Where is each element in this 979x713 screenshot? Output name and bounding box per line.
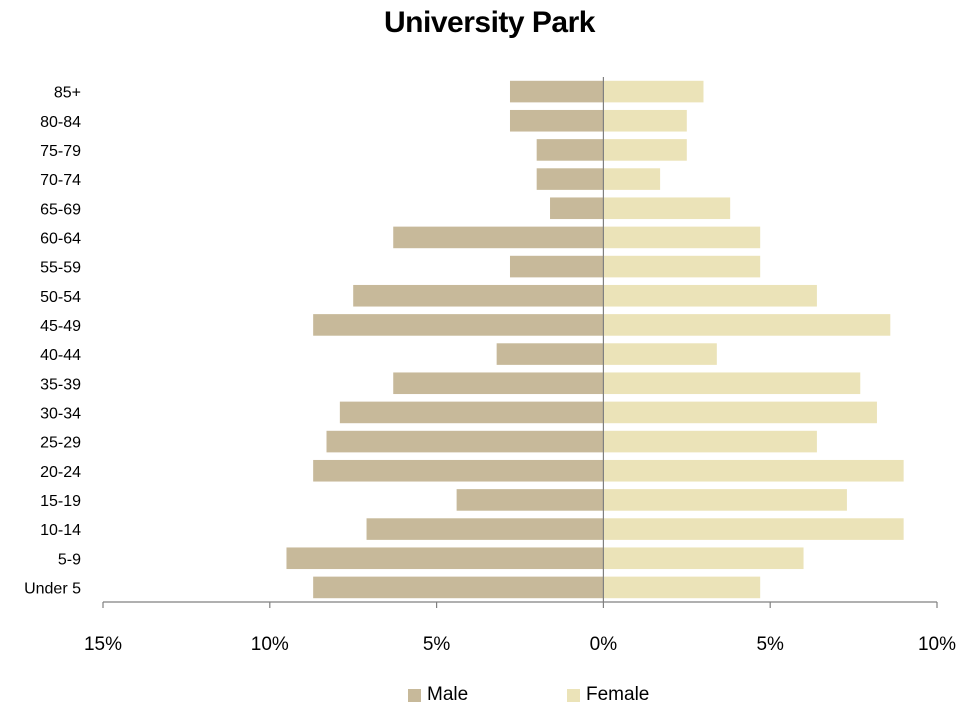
legend-swatch-female — [567, 688, 580, 702]
category-label: 5-9 — [58, 551, 81, 568]
bar-male-25-29 — [326, 430, 604, 453]
bar-male-50-54 — [353, 284, 604, 307]
category-label: 10-14 — [40, 522, 81, 539]
category-label: 30-34 — [40, 405, 81, 422]
category-label: Under 5 — [24, 580, 81, 597]
x-tick-label: 10% — [251, 634, 289, 655]
bar-female-20-24 — [603, 459, 904, 482]
x-tick-label: 5% — [756, 634, 784, 655]
bar-female-15-19 — [603, 489, 847, 511]
bar-female-60-64 — [603, 226, 761, 249]
bar-female-80-84 — [603, 109, 687, 132]
category-label: 20-24 — [40, 464, 81, 481]
bar-male-5-9 — [286, 547, 604, 570]
bar-female-35-39 — [603, 372, 861, 395]
bar-female-50-54 — [603, 284, 817, 307]
category-label: 80-84 — [40, 114, 81, 131]
category-label: 75-79 — [40, 143, 81, 160]
bar-female-30-34 — [603, 401, 877, 424]
bar-female-70-74 — [603, 168, 661, 190]
bar-female-5-9 — [603, 547, 804, 570]
bar-male-60-64 — [393, 226, 604, 249]
x-tick-label: 15% — [84, 634, 122, 655]
bar-female-65-69 — [603, 197, 731, 220]
category-label: 15-19 — [40, 493, 81, 510]
bar-male-30-34 — [339, 401, 604, 424]
bar-female-85+ — [603, 80, 704, 103]
bar-male-40-44 — [496, 343, 604, 365]
bar-male-35-39 — [393, 372, 604, 395]
legend-label-male: Male — [427, 684, 469, 705]
bar-male-70-74 — [536, 168, 604, 190]
bar-male-55-59 — [509, 255, 604, 278]
legend-item-female: Female — [567, 684, 649, 706]
category-label: 65-69 — [40, 201, 81, 218]
legend-item-male: Male — [408, 684, 468, 706]
category-label: 55-59 — [40, 260, 81, 277]
x-tick-label: 5% — [423, 634, 451, 655]
category-label: 35-39 — [40, 376, 81, 393]
category-label: 25-29 — [40, 435, 81, 452]
category-label: 85+ — [54, 85, 81, 102]
x-tick-label: 10% — [918, 634, 956, 655]
bar-male-10-14 — [366, 518, 604, 540]
bar-female-45-49 — [603, 314, 891, 336]
bar-female-40-44 — [603, 343, 717, 365]
chart-title: University Park — [384, 6, 595, 39]
bar-male-80-84 — [509, 109, 604, 132]
legend-label-female: Female — [586, 684, 650, 705]
category-label: 70-74 — [40, 172, 81, 189]
category-label: 50-54 — [40, 289, 81, 306]
bar-female-55-59 — [603, 255, 761, 278]
bar-female-10-14 — [603, 518, 904, 540]
bar-male-75-79 — [536, 139, 604, 161]
category-labels: Under 5 5-9 10-14 15-19 20-24 25-29 30-34 35-39… — [24, 85, 81, 598]
bar-female-75-79 — [603, 139, 687, 161]
category-label: 60-64 — [40, 230, 81, 247]
bar-female-25-29 — [603, 430, 817, 453]
x-tick-label: 0% — [590, 634, 618, 655]
bar-male-65-69 — [550, 197, 604, 220]
bar-male-15-19 — [456, 489, 604, 511]
axes-layer: 15% 10% 5% 0% 5% 10% — [84, 77, 956, 655]
bar-male-85+ — [509, 80, 604, 103]
category-label: 45-49 — [40, 318, 81, 335]
category-label: 40-44 — [40, 347, 81, 364]
bars-layer — [286, 80, 904, 599]
legend-swatch-male — [408, 688, 421, 702]
bar-female-under-5 — [603, 576, 761, 599]
bar-male-45-49 — [313, 314, 604, 336]
bar-male-under-5 — [313, 576, 604, 599]
bar-male-20-24 — [313, 459, 604, 482]
